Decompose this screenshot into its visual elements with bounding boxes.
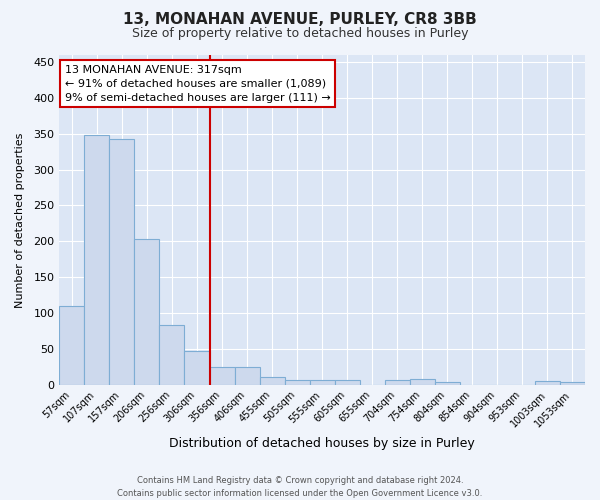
Y-axis label: Number of detached properties: Number of detached properties [15,132,25,308]
Bar [235,368,260,384]
Bar [410,379,435,384]
Text: Contains HM Land Registry data © Crown copyright and database right 2024.
Contai: Contains HM Land Registry data © Crown c… [118,476,482,498]
Text: Size of property relative to detached houses in Purley: Size of property relative to detached ho… [132,28,468,40]
Bar [335,380,360,384]
Text: 13, MONAHAN AVENUE, PURLEY, CR8 3BB: 13, MONAHAN AVENUE, PURLEY, CR8 3BB [123,12,477,28]
Text: 13 MONAHAN AVENUE: 317sqm
← 91% of detached houses are smaller (1,089)
9% of sem: 13 MONAHAN AVENUE: 317sqm ← 91% of detac… [65,65,331,103]
Bar [184,351,209,384]
Bar [59,306,85,384]
Bar [209,366,235,384]
Bar [160,325,184,384]
Bar [109,139,134,384]
Bar [435,382,460,384]
Bar [85,134,109,384]
Bar [284,380,310,384]
Bar [134,239,160,384]
Bar [260,377,284,384]
Bar [310,380,335,384]
Bar [535,381,560,384]
Bar [560,382,585,384]
X-axis label: Distribution of detached houses by size in Purley: Distribution of detached houses by size … [169,437,475,450]
Bar [385,380,410,384]
